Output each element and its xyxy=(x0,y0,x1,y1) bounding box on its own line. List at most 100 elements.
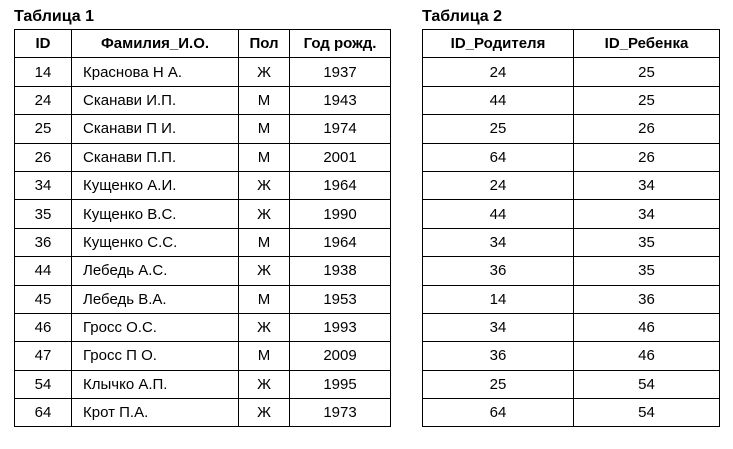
cell-parent-id: 25 xyxy=(422,369,574,400)
table-row: 25 26 xyxy=(422,114,720,144)
cell-id: 64 xyxy=(14,398,72,428)
cell-id: 45 xyxy=(14,284,72,314)
cell-sex: Ж xyxy=(238,57,290,87)
table-row: 34 35 xyxy=(422,227,720,258)
cell-name: Сканави И.П. xyxy=(71,85,239,116)
cell-name: Кущенко В.С. xyxy=(71,199,239,229)
cell-sex: Ж xyxy=(238,256,290,286)
cell-parent-id: 64 xyxy=(422,142,574,172)
cell-parent-id: 14 xyxy=(422,284,574,314)
cell-id: 46 xyxy=(14,312,72,343)
cell-parent-id: 36 xyxy=(422,341,574,371)
table-row: 46 Гросс О.С. Ж 1993 xyxy=(14,312,391,343)
cell-name: Гросс О.С. xyxy=(71,312,239,343)
table2-body: 24 25 44 25 25 26 64 26 24 34 44 34 34 35 36 35 14 36 34 46… xyxy=(422,57,720,428)
table-row: 24 25 xyxy=(422,57,720,87)
cell-parent-id: 25 xyxy=(422,114,574,144)
table-row: 44 25 xyxy=(422,85,720,116)
table-row: 44 Лебедь А.С. Ж 1938 xyxy=(14,256,391,286)
cell-birth-year: 2001 xyxy=(289,142,391,172)
cell-child-id: 26 xyxy=(573,142,720,172)
cell-child-id: 36 xyxy=(573,284,720,314)
table-row: 64 54 xyxy=(422,398,720,428)
cell-birth-year: 1943 xyxy=(289,85,391,116)
table-row: 14 36 xyxy=(422,284,720,314)
column-header-sex: Пол xyxy=(238,28,290,59)
cell-id: 36 xyxy=(14,227,72,258)
cell-child-id: 46 xyxy=(573,312,720,343)
cell-sex: Ж xyxy=(238,170,290,201)
cell-name: Крот П.А. xyxy=(71,398,239,428)
cell-name: Краснова Н А. xyxy=(71,57,239,87)
cell-id: 44 xyxy=(14,256,72,286)
cell-parent-id: 44 xyxy=(422,85,574,116)
table-row: 25 Сканави П И. М 1974 xyxy=(14,114,391,144)
cell-name: Лебедь А.С. xyxy=(71,256,239,286)
table-row: 25 54 xyxy=(422,369,720,400)
cell-name: Кущенко А.И. xyxy=(71,170,239,201)
cell-sex: М xyxy=(238,227,290,258)
table-row: 34 46 xyxy=(422,312,720,343)
cell-id: 25 xyxy=(14,114,72,144)
cell-birth-year: 1964 xyxy=(289,227,391,258)
column-header-name: Фамилия_И.О. xyxy=(71,28,239,59)
table2-block: Таблица 2 ID_Родителя ID_Ребенка 24 25 44 2… xyxy=(422,7,720,428)
cell-child-id: 34 xyxy=(573,199,720,229)
table-row: 26 Сканави П.П. М 2001 xyxy=(14,142,391,172)
cell-parent-id: 34 xyxy=(422,312,574,343)
cell-birth-year: 1995 xyxy=(289,369,391,400)
table-row: 47 Гросс П О. М 2009 xyxy=(14,341,391,371)
cell-id: 26 xyxy=(14,142,72,172)
cell-id: 54 xyxy=(14,369,72,400)
table-row: 35 Кущенко В.С. Ж 1990 xyxy=(14,199,391,229)
table-row: 64 Крот П.А. Ж 1973 xyxy=(14,398,391,428)
table-row: 24 Сканави И.П. М 1943 xyxy=(14,85,391,116)
cell-sex: Ж xyxy=(238,398,290,428)
cell-parent-id: 24 xyxy=(422,57,574,87)
table-row: 36 46 xyxy=(422,341,720,371)
cell-parent-id: 24 xyxy=(422,170,574,201)
cell-birth-year: 1953 xyxy=(289,284,391,314)
cell-id: 34 xyxy=(14,170,72,201)
column-header-parent-id: ID_Родителя xyxy=(422,28,574,59)
cell-child-id: 35 xyxy=(573,256,720,286)
cell-name: Кущенко С.С. xyxy=(71,227,239,258)
cell-parent-id: 36 xyxy=(422,256,574,286)
cell-sex: М xyxy=(238,284,290,314)
cell-parent-id: 44 xyxy=(422,199,574,229)
table1-body: 14 Краснова Н А. Ж 1937 24 Сканави И.П. М 1943 2… xyxy=(14,57,391,428)
cell-sex: Ж xyxy=(238,369,290,400)
cell-birth-year: 1938 xyxy=(289,256,391,286)
cell-birth-year: 1974 xyxy=(289,114,391,144)
cell-child-id: 25 xyxy=(573,85,720,116)
table1-caption: Таблица 1 xyxy=(14,8,95,25)
cell-birth-year: 1964 xyxy=(289,170,391,201)
table1-header-row: ID Фамилия_И.О. Пол Год рожд. xyxy=(14,28,391,59)
cell-birth-year: 1990 xyxy=(289,199,391,229)
cell-name: Сканави П И. xyxy=(71,114,239,144)
cell-birth-year: 1993 xyxy=(289,312,391,343)
column-header-id: ID xyxy=(14,28,72,59)
cell-sex: М xyxy=(238,142,290,172)
cell-sex: Ж xyxy=(238,312,290,343)
table-row: 36 35 xyxy=(422,256,720,286)
cell-id: 14 xyxy=(14,57,72,87)
cell-id: 47 xyxy=(14,341,72,371)
cell-birth-year: 2009 xyxy=(289,341,391,371)
table1-block: Таблица 1 ID Фамилия_И.О. Пол Год рожд. … xyxy=(14,7,391,428)
cell-child-id: 35 xyxy=(573,227,720,258)
cell-child-id: 34 xyxy=(573,170,720,201)
cell-child-id: 54 xyxy=(573,398,720,428)
cell-name: Лебедь В.А. xyxy=(71,284,239,314)
cell-name: Сканави П.П. xyxy=(71,142,239,172)
cell-birth-year: 1937 xyxy=(289,57,391,87)
column-header-child-id: ID_Ребенка xyxy=(573,28,720,59)
table-row: 36 Кущенко С.С. М 1964 xyxy=(14,227,391,258)
cell-sex: М xyxy=(238,114,290,144)
table-row: 24 34 xyxy=(422,170,720,201)
cell-sex: М xyxy=(238,341,290,371)
table2-caption: Таблица 2 xyxy=(422,8,503,25)
cell-id: 35 xyxy=(14,199,72,229)
cell-name: Гросс П О. xyxy=(71,341,239,371)
table-row: 14 Краснова Н А. Ж 1937 xyxy=(14,57,391,87)
